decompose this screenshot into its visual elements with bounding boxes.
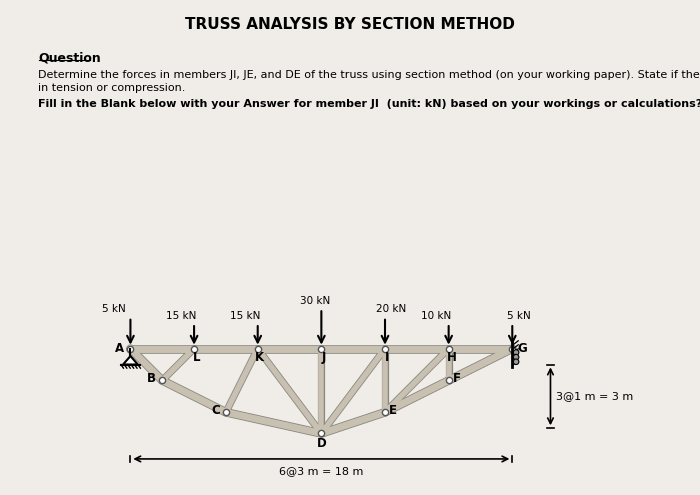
Circle shape: [513, 354, 519, 360]
Text: H: H: [447, 351, 457, 364]
Text: Question: Question: [38, 52, 102, 65]
Circle shape: [513, 359, 519, 364]
Text: 3@1 m = 3 m: 3@1 m = 3 m: [556, 392, 633, 401]
Text: F: F: [453, 372, 461, 385]
Text: 6@3 m = 18 m: 6@3 m = 18 m: [279, 466, 363, 476]
Text: 5 kN: 5 kN: [102, 304, 125, 314]
Text: 15 kN: 15 kN: [166, 311, 197, 321]
Text: A: A: [116, 342, 125, 355]
Text: TRUSS ANALYSIS BY SECTION METHOD: TRUSS ANALYSIS BY SECTION METHOD: [185, 17, 515, 32]
Text: 5 kN: 5 kN: [507, 311, 531, 321]
Text: I: I: [385, 351, 389, 364]
Circle shape: [513, 349, 519, 355]
Text: 30 kN: 30 kN: [300, 296, 330, 306]
Text: E: E: [389, 404, 397, 417]
Text: B: B: [147, 372, 156, 385]
Text: C: C: [211, 404, 220, 417]
Polygon shape: [123, 356, 138, 364]
Text: G: G: [517, 342, 526, 355]
Text: 20 kN: 20 kN: [376, 304, 407, 314]
Text: Determine the forces in members JI, JE, and DE of the truss using section method: Determine the forces in members JI, JE, …: [38, 70, 700, 80]
Text: 10 kN: 10 kN: [421, 311, 451, 321]
Text: in tension or compression.: in tension or compression.: [38, 83, 186, 93]
Text: K: K: [256, 351, 265, 364]
Text: Fill in the Blank below with your Answer for member JI  (unit: kN) based on your: Fill in the Blank below with your Answer…: [38, 99, 700, 109]
Text: 15 kN: 15 kN: [230, 311, 260, 321]
Text: L: L: [193, 351, 200, 364]
Text: D: D: [316, 437, 326, 449]
Text: J: J: [321, 351, 326, 364]
